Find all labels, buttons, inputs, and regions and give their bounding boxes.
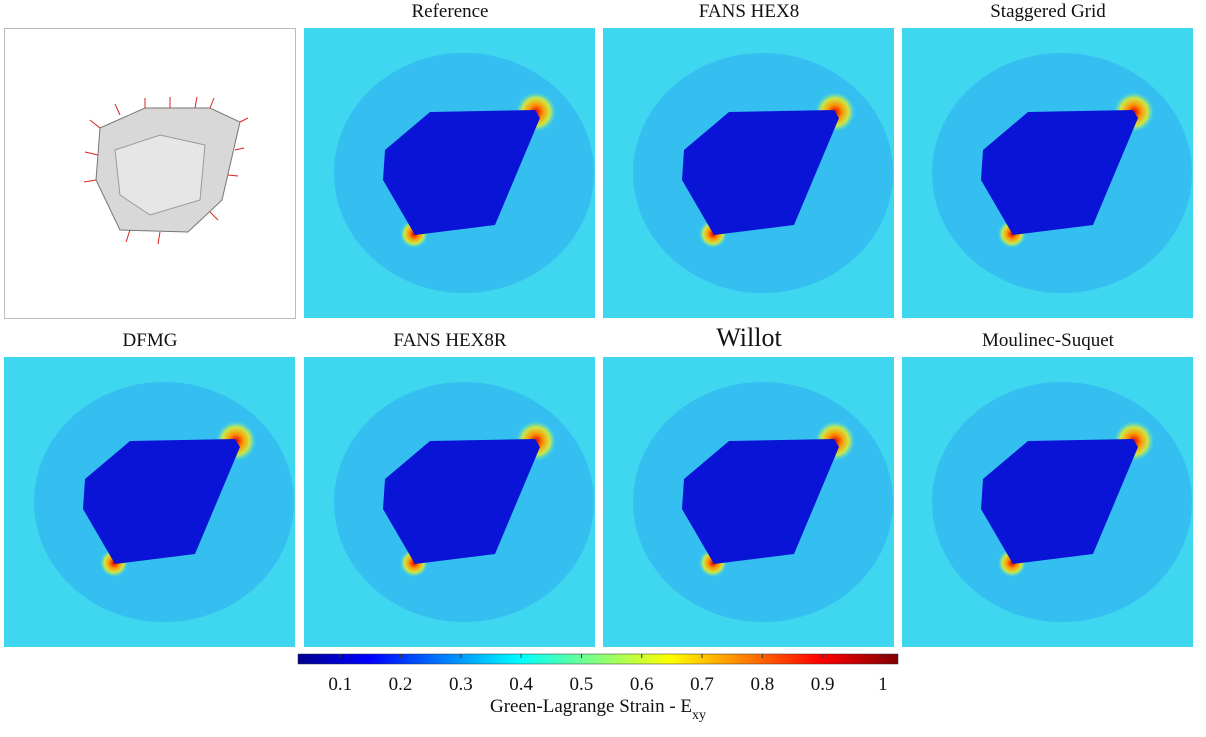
panel-title: FANS HEX8 [699,1,799,22]
colorbar-tick-label: 0.1 [328,674,352,695]
strain-panel: Willot [603,323,894,647]
strain-panel: Reference [304,1,595,318]
inclusion [981,439,1138,564]
strain-panel: Moulinec-Suquet [902,330,1193,647]
panel-title: Reference [412,1,489,22]
colorbar-tick-label: 0.6 [630,674,654,695]
inclusion [383,110,540,235]
panel-title: FANS HEX8R [393,330,506,351]
inclusion [383,439,540,564]
colorbar [297,653,899,665]
panel-title: Moulinec-Suquet [982,330,1115,351]
strain-panel: Staggered Grid [902,1,1193,318]
inclusion [981,110,1138,235]
colorbar-tick-label: 0.5 [570,674,594,695]
colorbar-tick-label: 0.3 [449,674,473,695]
colorbar-tick-label: 0.7 [690,674,714,695]
colorbar-label-subscript: xy [692,708,706,723]
colorbar-tick-label: 0.8 [750,674,774,695]
inclusion [83,439,240,564]
colorbar-tick-label: 0.9 [811,674,835,695]
inclusion [682,439,839,564]
colorbar-tick-label: 0.4 [509,674,533,695]
panel-title: Staggered Grid [990,1,1106,22]
colorbar-tick-label: 0.2 [389,674,413,695]
panel-title: Willot [716,323,782,352]
mesh-panel [4,28,296,319]
strain-panel: DFMG [4,330,295,647]
strain-panel: FANS HEX8 [603,1,894,318]
panel-title: DFMG [123,330,178,351]
colorbar-label-text: Green-Lagrange Strain - E [490,696,692,717]
colorbar-label: Green-Lagrange Strain - Exy [490,696,706,723]
inclusion [682,110,839,235]
colorbar-tick-label: 1 [878,674,888,695]
strain-panel: FANS HEX8R [304,330,595,647]
